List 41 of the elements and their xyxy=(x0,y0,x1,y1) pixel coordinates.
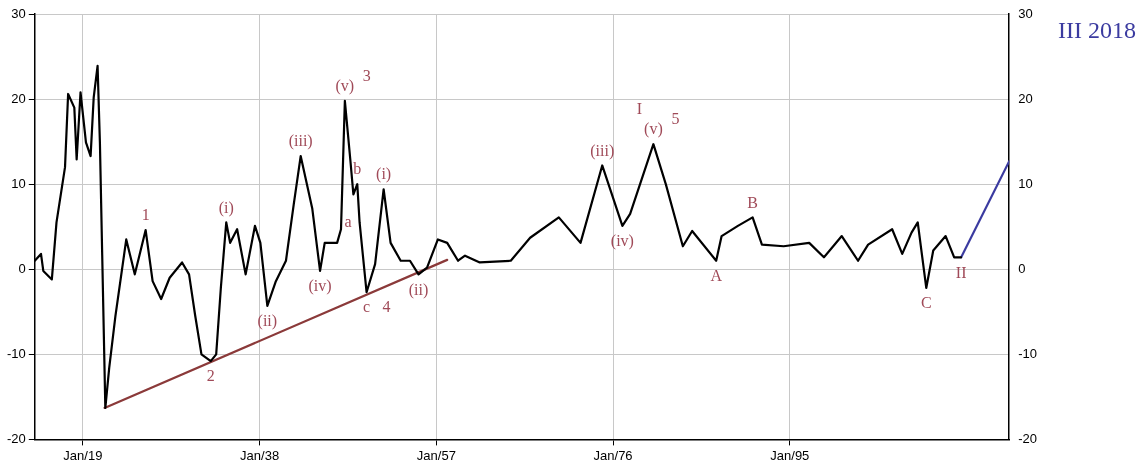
annotation: (i) xyxy=(218,198,234,217)
y2-tick-label: -10 xyxy=(1018,345,1038,361)
y-tick-label: 10 xyxy=(11,175,26,191)
annotation: a xyxy=(344,212,352,230)
text: III 2018 xyxy=(1058,17,1136,44)
annotation: (iv) xyxy=(308,277,332,296)
annotation: c xyxy=(363,298,371,316)
y2-tick-label: 30 xyxy=(1018,5,1033,21)
y2-tick-label: 0 xyxy=(1018,260,1026,276)
annotation: II xyxy=(955,263,967,281)
annotation: 3 xyxy=(362,66,371,84)
y-tick-label: 30 xyxy=(11,5,26,21)
annotation: A xyxy=(710,266,723,284)
annotation: (ii) xyxy=(408,280,429,299)
annotation: (ii) xyxy=(257,312,278,331)
annotation: C xyxy=(920,294,932,312)
y-tick-label: -20 xyxy=(6,430,26,446)
y2-tick-label: -20 xyxy=(1018,430,1038,446)
y2-tick-label: 10 xyxy=(1018,175,1033,191)
annotation: B xyxy=(747,193,758,211)
x-tick-label: Jan/57 xyxy=(416,447,456,463)
annotation: I xyxy=(636,100,643,118)
y-tick-label: 20 xyxy=(11,90,26,106)
y-tick-label: 0 xyxy=(18,260,26,276)
annotation: (v) xyxy=(644,120,663,139)
y2-tick-label: 20 xyxy=(1018,90,1033,106)
annotation: 1 xyxy=(141,206,150,224)
annotation: (iii) xyxy=(288,132,313,151)
annotation: b xyxy=(353,160,362,178)
annotation: 4 xyxy=(382,298,391,316)
annotation: 2 xyxy=(206,367,215,385)
annotation: (iii) xyxy=(590,141,615,160)
annotation: (i) xyxy=(376,165,392,184)
annotation: (v) xyxy=(335,76,355,95)
annotation: (iv) xyxy=(610,232,634,251)
x-tick-label: Jan/95 xyxy=(770,447,810,463)
x-tick-label: Jan/76 xyxy=(593,447,633,463)
x-tick-label: Jan/19 xyxy=(63,447,103,463)
x-tick-label: Jan/38 xyxy=(240,447,280,463)
y-tick-label: -10 xyxy=(6,345,26,361)
annotation: 5 xyxy=(671,110,680,128)
